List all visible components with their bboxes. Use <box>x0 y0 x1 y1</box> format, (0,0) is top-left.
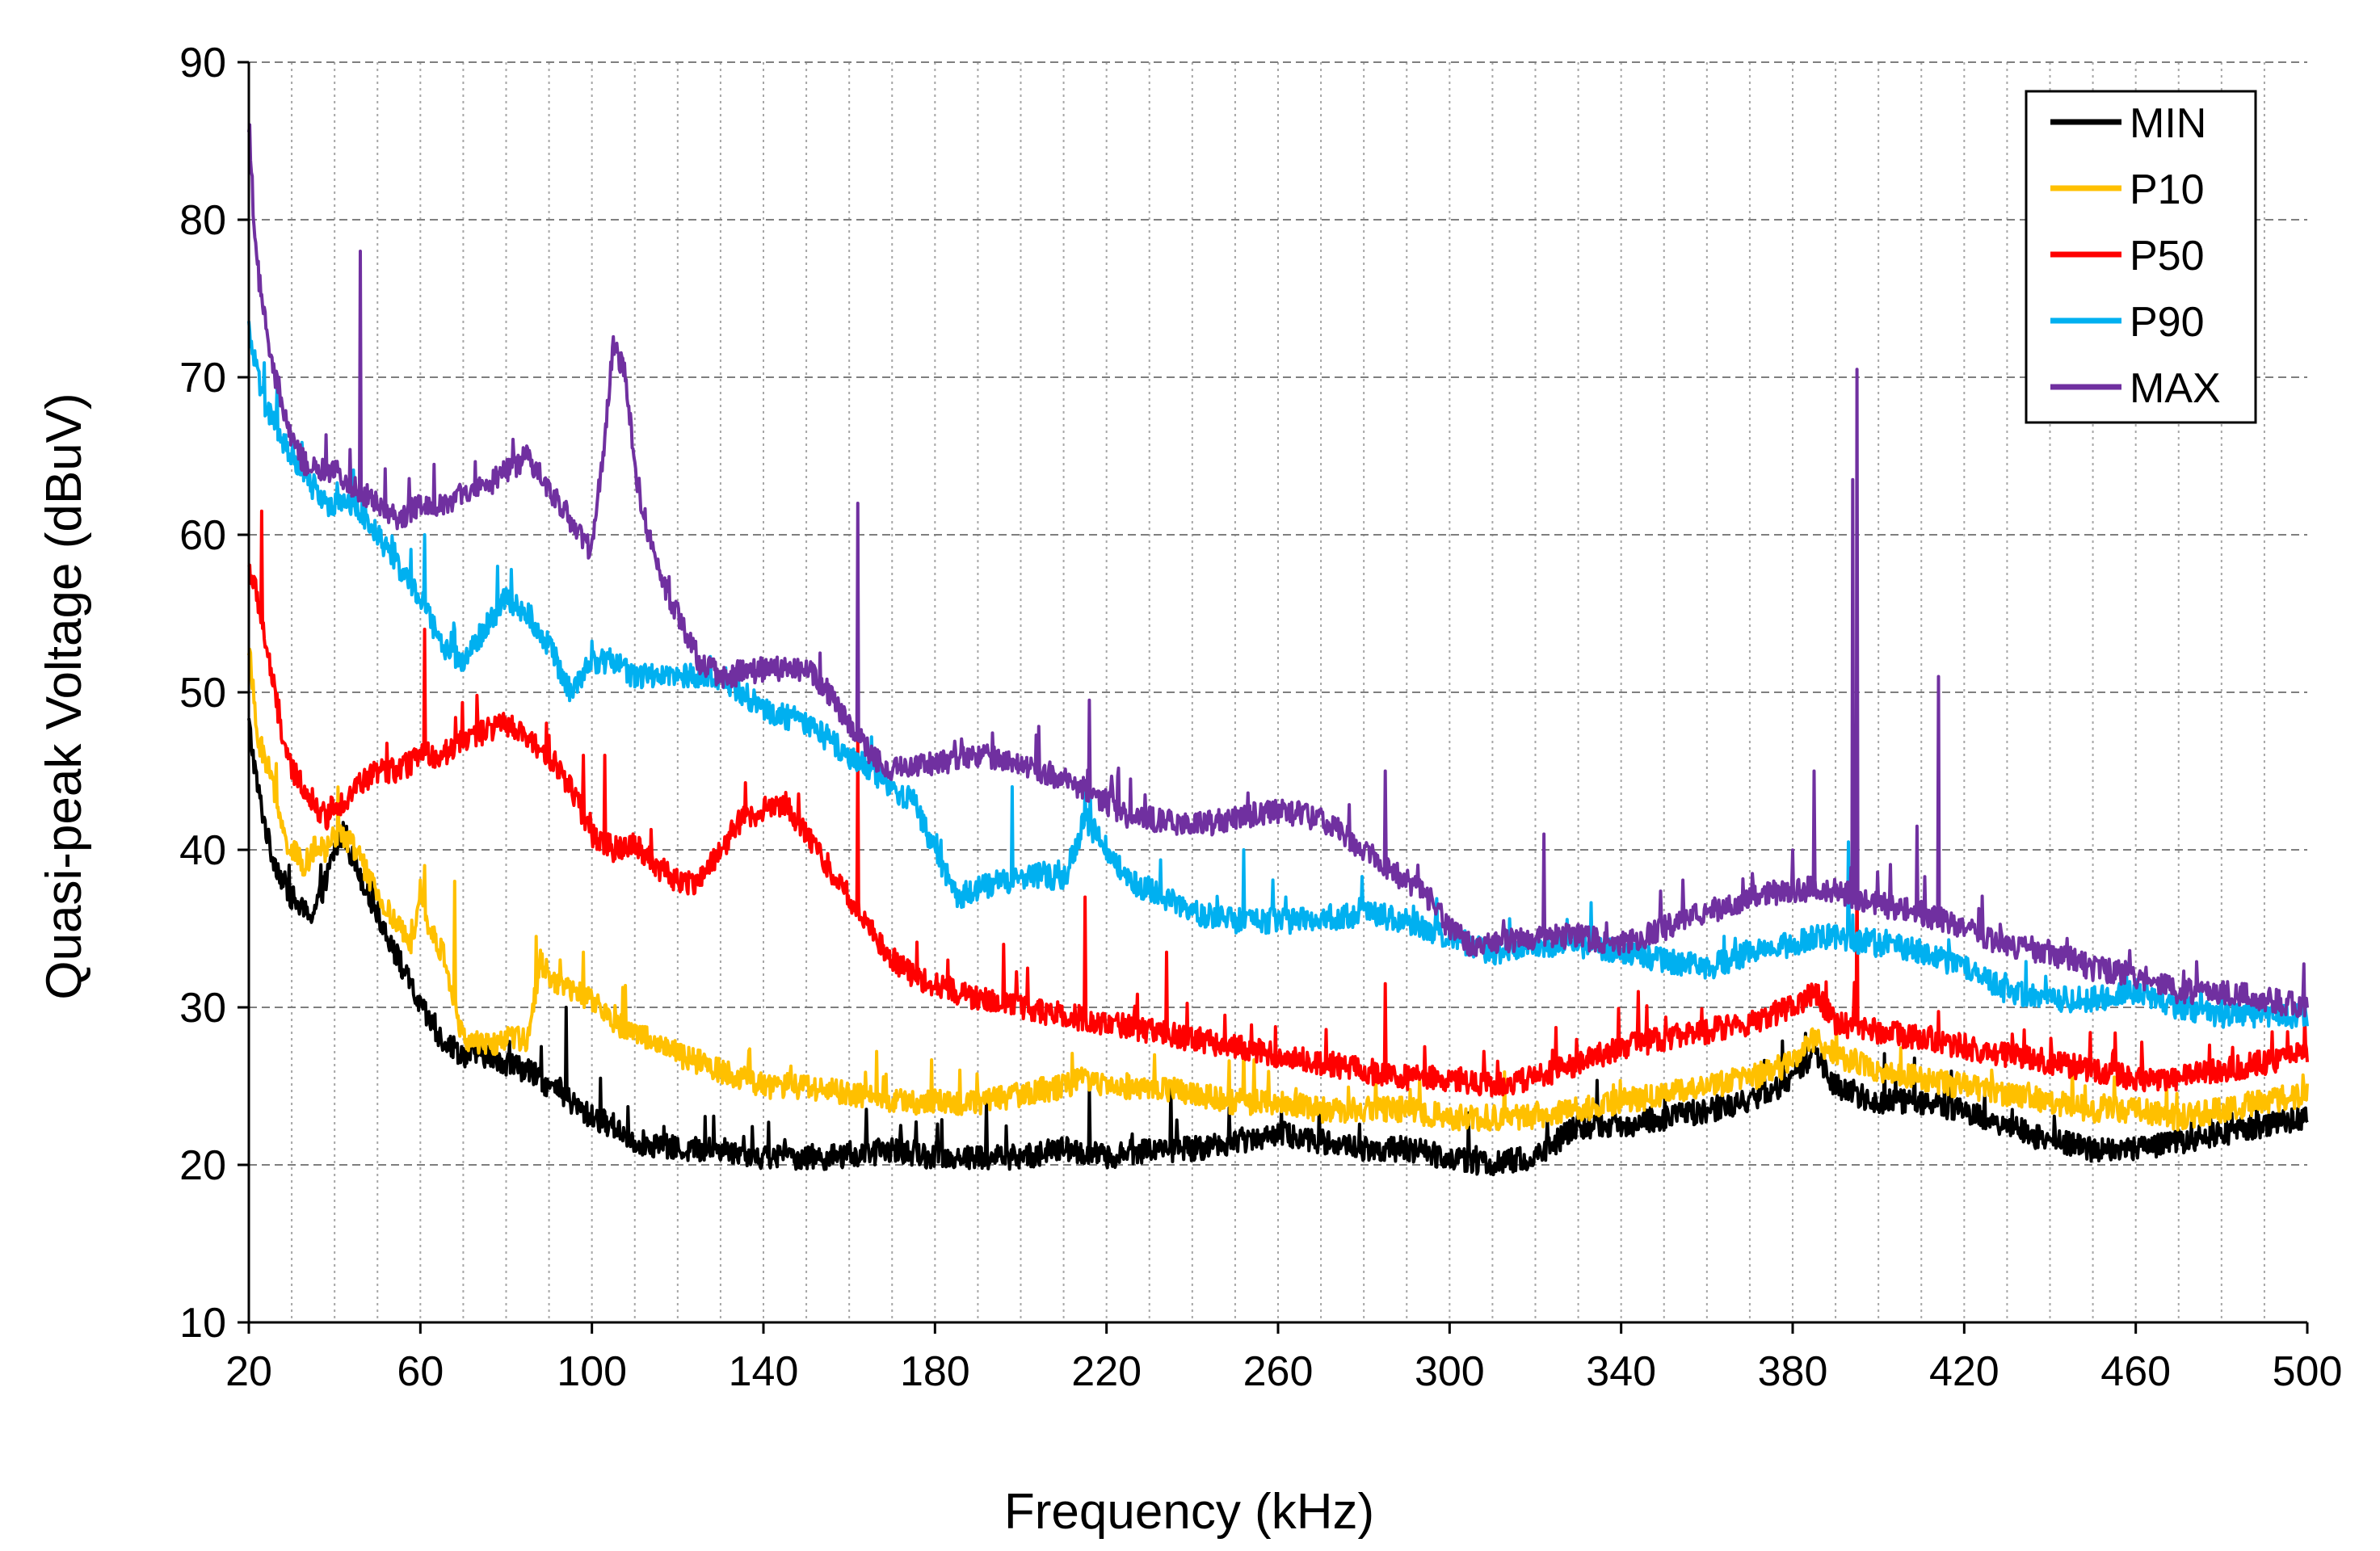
x-tick-label: 100 <box>557 1348 627 1395</box>
y-tick-label: 50 <box>179 670 226 717</box>
series-line-p50 <box>247 509 2309 1098</box>
x-tick-label: 500 <box>2273 1348 2343 1395</box>
x-tick-label: 260 <box>1243 1348 1314 1395</box>
y-tick-label: 40 <box>179 827 226 874</box>
y-tick-label: 90 <box>179 40 226 86</box>
series-line-min <box>247 717 2309 1177</box>
y-tick-label: 60 <box>179 512 226 559</box>
legend-label-p10: P10 <box>2130 166 2205 213</box>
x-tick-label: 140 <box>729 1348 799 1395</box>
x-tick-label: 340 <box>1586 1348 1656 1395</box>
series-line-max <box>247 123 2309 1019</box>
x-tick-label: 220 <box>1071 1348 1142 1395</box>
y-tick-label: 80 <box>179 197 226 244</box>
x-tick-label: 420 <box>1929 1348 1999 1395</box>
x-tick-label: 460 <box>2100 1348 2171 1395</box>
legend-label-p90: P90 <box>2130 299 2205 346</box>
legend-label-min: MIN <box>2130 100 2206 147</box>
x-tick-label: 300 <box>1415 1348 1485 1395</box>
legend: MIN P10 P50 P90 MAX <box>2025 90 2257 424</box>
legend-label-max: MAX <box>2130 365 2221 412</box>
series-line-p10 <box>247 647 2309 1133</box>
x-tick-label: 60 <box>397 1348 444 1395</box>
series-line-p90 <box>247 321 2309 1029</box>
y-tick-label: 10 <box>179 1300 226 1347</box>
x-tick-label: 20 <box>225 1348 272 1395</box>
y-tick-label: 20 <box>179 1142 226 1189</box>
y-axis-title: Quasi-peak Voltage (dBuV) <box>36 393 92 999</box>
x-tick-label: 180 <box>900 1348 970 1395</box>
x-tick-label: 380 <box>1758 1348 1828 1395</box>
x-axis-title: Frequency (kHz) <box>1004 1484 1374 1540</box>
y-tick-label: 70 <box>179 355 226 401</box>
legend-label-p50: P50 <box>2130 233 2205 280</box>
y-tick-label: 30 <box>179 985 226 1032</box>
